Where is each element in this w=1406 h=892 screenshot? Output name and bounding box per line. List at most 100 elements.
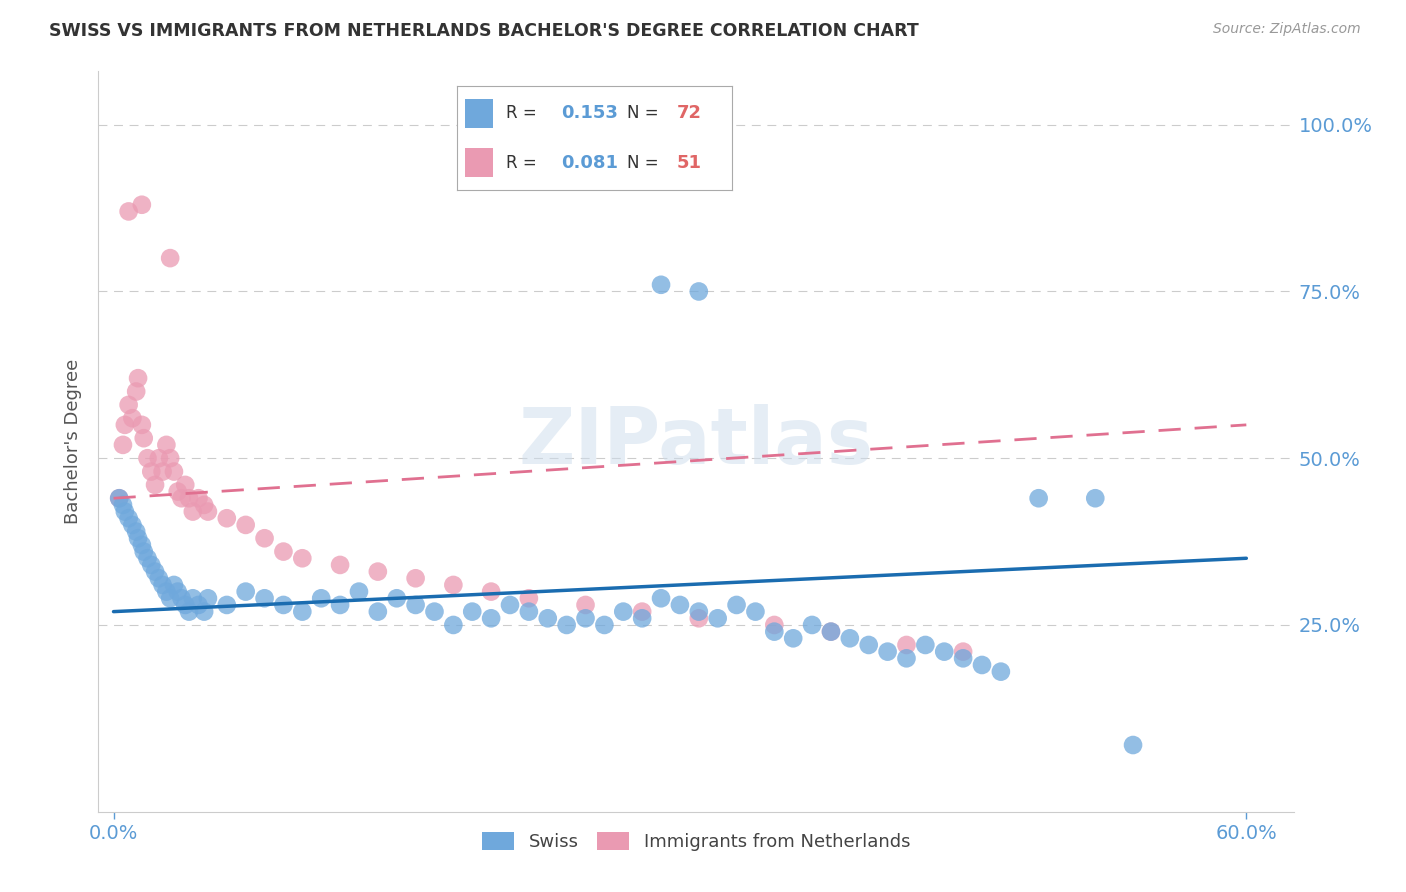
Legend: Swiss, Immigrants from Netherlands: Swiss, Immigrants from Netherlands xyxy=(475,824,917,858)
Point xyxy=(820,624,842,639)
Point xyxy=(121,411,143,425)
Y-axis label: Bachelor's Degree: Bachelor's Degree xyxy=(65,359,83,524)
Point xyxy=(132,431,155,445)
Point xyxy=(423,605,446,619)
Point xyxy=(197,591,219,606)
Point xyxy=(309,591,332,606)
Point xyxy=(631,605,654,619)
Point xyxy=(253,591,276,606)
Point xyxy=(934,645,956,659)
Point xyxy=(593,618,616,632)
Point xyxy=(479,611,502,625)
Point xyxy=(763,624,786,639)
Point xyxy=(141,465,163,479)
Point xyxy=(990,665,1012,679)
Point xyxy=(801,618,824,632)
Point xyxy=(152,465,174,479)
Point xyxy=(574,611,596,625)
Point xyxy=(111,438,134,452)
Point xyxy=(367,565,389,579)
Point xyxy=(952,645,974,659)
Point xyxy=(479,584,502,599)
Point xyxy=(499,598,522,612)
Point xyxy=(461,605,484,619)
Point xyxy=(688,285,710,299)
Point xyxy=(163,465,186,479)
Point xyxy=(385,591,408,606)
Point xyxy=(177,491,200,506)
Point xyxy=(725,598,748,612)
Point xyxy=(441,618,464,632)
Point xyxy=(876,645,898,659)
Point xyxy=(131,538,153,552)
Point xyxy=(127,371,149,385)
Point xyxy=(537,611,560,625)
Point xyxy=(441,578,464,592)
Point xyxy=(117,204,139,219)
Point xyxy=(914,638,936,652)
Point xyxy=(121,517,143,532)
Point xyxy=(197,505,219,519)
Point xyxy=(187,491,209,506)
Point xyxy=(405,598,427,612)
Point xyxy=(215,511,238,525)
Point xyxy=(291,605,314,619)
Point xyxy=(174,598,197,612)
Text: Source: ZipAtlas.com: Source: ZipAtlas.com xyxy=(1213,22,1361,37)
Point xyxy=(631,611,654,625)
Point xyxy=(744,605,766,619)
Point xyxy=(1028,491,1050,506)
Point xyxy=(858,638,880,652)
Point xyxy=(125,384,148,399)
Point xyxy=(170,591,193,606)
Point xyxy=(838,632,860,646)
Point xyxy=(114,417,136,432)
Text: SWISS VS IMMIGRANTS FROM NETHERLANDS BACHELOR'S DEGREE CORRELATION CHART: SWISS VS IMMIGRANTS FROM NETHERLANDS BAC… xyxy=(49,22,920,40)
Point xyxy=(193,605,215,619)
Point xyxy=(405,571,427,585)
Point xyxy=(669,598,692,612)
Point xyxy=(131,417,153,432)
Point xyxy=(273,544,295,558)
Point xyxy=(159,251,181,265)
Point xyxy=(159,451,181,466)
Point xyxy=(108,491,131,506)
Point xyxy=(896,638,918,652)
Point xyxy=(612,605,634,619)
Point xyxy=(517,605,540,619)
Point xyxy=(155,584,177,599)
Point xyxy=(136,551,159,566)
Point xyxy=(574,598,596,612)
Point xyxy=(253,531,276,545)
Point xyxy=(820,624,842,639)
Point xyxy=(177,605,200,619)
Point xyxy=(517,591,540,606)
Point xyxy=(193,498,215,512)
Point xyxy=(143,565,166,579)
Point xyxy=(132,544,155,558)
Point xyxy=(117,398,139,412)
Point xyxy=(329,598,352,612)
Point xyxy=(181,591,204,606)
Point xyxy=(131,198,153,212)
Point xyxy=(141,558,163,572)
Point xyxy=(367,605,389,619)
Point xyxy=(174,478,197,492)
Point xyxy=(166,584,188,599)
Point xyxy=(347,584,370,599)
Point xyxy=(688,611,710,625)
Point xyxy=(148,571,170,585)
Point xyxy=(114,505,136,519)
Point xyxy=(291,551,314,566)
Point xyxy=(706,611,728,625)
Point xyxy=(555,618,578,632)
Point xyxy=(782,632,804,646)
Point xyxy=(273,598,295,612)
Point xyxy=(148,451,170,466)
Point xyxy=(235,517,257,532)
Point xyxy=(136,451,159,466)
Point xyxy=(688,605,710,619)
Point xyxy=(143,478,166,492)
Point xyxy=(215,598,238,612)
Point xyxy=(152,578,174,592)
